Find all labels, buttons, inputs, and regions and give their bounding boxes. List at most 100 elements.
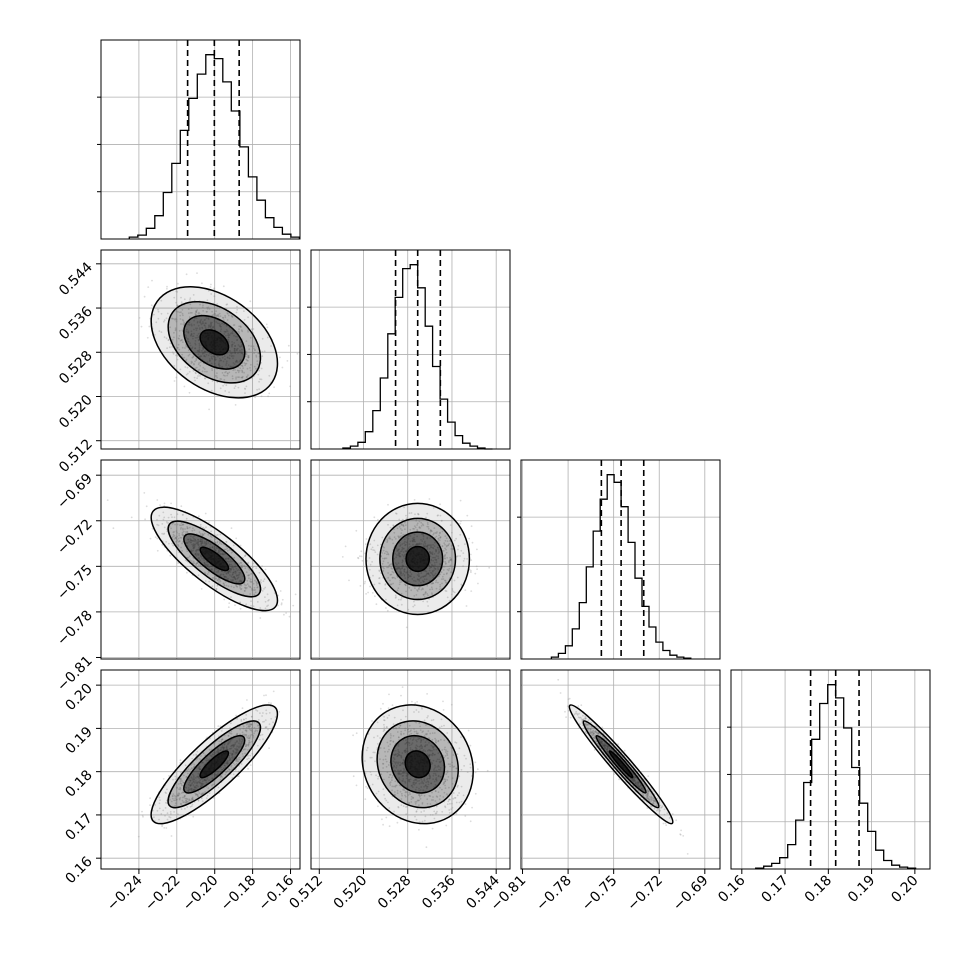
sample-point — [443, 709, 445, 711]
sample-point — [201, 588, 203, 590]
sample-point — [265, 694, 267, 696]
sample-point — [476, 566, 478, 568]
sample-point — [217, 725, 219, 727]
sample-point — [359, 555, 361, 557]
sample-point — [107, 499, 109, 501]
sample-point — [389, 825, 391, 827]
sample-point — [149, 797, 151, 799]
sample-point — [367, 592, 369, 594]
sample-point — [429, 498, 431, 500]
sample-point — [171, 835, 173, 837]
sample-point — [365, 543, 367, 545]
sample-point — [470, 559, 472, 561]
sample-point — [365, 593, 367, 595]
sample-point — [235, 404, 237, 406]
sample-point — [361, 556, 363, 558]
sample-point — [380, 708, 382, 710]
sample-point — [414, 702, 416, 704]
sample-point — [231, 527, 233, 529]
sample-point — [367, 787, 369, 789]
sample-point — [250, 764, 252, 766]
hist-frame-1 — [311, 250, 510, 449]
sample-point — [254, 397, 256, 399]
sample-point — [385, 607, 387, 609]
sample-point — [267, 327, 269, 329]
sample-point — [189, 392, 191, 394]
sample-point — [475, 772, 477, 774]
sample-point — [364, 583, 366, 585]
sample-point — [476, 568, 478, 570]
hist-frame-3 — [731, 670, 930, 869]
panel-inner-3-1 — [311, 670, 510, 869]
sample-point — [281, 602, 283, 604]
sample-point — [464, 815, 466, 817]
sample-point — [283, 614, 285, 616]
sample-point — [377, 519, 379, 521]
hist-panel-3 — [727, 670, 930, 869]
panel-3-1 — [311, 670, 510, 869]
sample-point — [246, 699, 248, 701]
sample-point — [366, 538, 368, 540]
sample-point — [617, 743, 619, 745]
sample-point — [287, 360, 289, 362]
sample-point — [279, 357, 281, 359]
sample-point — [184, 386, 186, 388]
sample-point — [282, 599, 284, 601]
sample-point — [348, 580, 350, 582]
sample-point — [468, 730, 470, 732]
sample-point — [223, 285, 225, 287]
sample-point — [177, 283, 179, 285]
hist-panel-2 — [517, 460, 720, 659]
sample-point — [342, 556, 344, 558]
sample-point — [362, 560, 364, 562]
hist-grid-0 — [97, 40, 300, 239]
sample-point — [240, 608, 242, 610]
sample-point — [235, 715, 237, 717]
sample-point — [113, 527, 115, 529]
sample-point — [249, 300, 251, 302]
sample-point — [466, 515, 468, 517]
sample-point — [470, 820, 472, 822]
panel-inner-3-0 — [101, 670, 312, 869]
sample-point — [400, 695, 402, 697]
sample-point — [356, 785, 358, 787]
sample-point — [268, 393, 270, 395]
sample-point — [364, 798, 366, 800]
sample-point — [234, 604, 236, 606]
sample-point — [353, 775, 355, 777]
sample-point — [163, 778, 165, 780]
sample-point — [451, 704, 453, 706]
sample-point — [186, 572, 188, 574]
sample-point — [665, 824, 667, 826]
sample-point — [373, 516, 375, 518]
sample-point — [159, 504, 161, 506]
sample-point — [464, 589, 466, 591]
sample-point — [282, 367, 284, 369]
sample-point — [487, 770, 489, 772]
sample-point — [465, 803, 467, 805]
sample-point — [297, 353, 299, 355]
sample-point — [141, 326, 143, 328]
panel-2-0 — [101, 460, 300, 659]
sample-point — [210, 284, 212, 286]
sample-point — [392, 704, 394, 706]
sample-point — [161, 825, 163, 827]
sample-point — [148, 326, 150, 328]
sample-point — [192, 816, 194, 818]
sample-point — [471, 807, 473, 809]
sample-point — [259, 617, 261, 619]
sample-point — [345, 546, 347, 548]
sample-point — [567, 705, 569, 707]
sample-point — [557, 679, 559, 681]
sample-point — [474, 573, 476, 575]
sample-point — [228, 602, 230, 604]
sample-point — [445, 825, 447, 827]
sample-point — [261, 565, 263, 567]
panel-inner-2-1 — [311, 460, 510, 659]
sample-point — [273, 691, 275, 693]
panel-inner-3-2 — [521, 670, 720, 869]
sample-point — [170, 503, 172, 505]
sample-point — [385, 817, 387, 819]
sample-point — [150, 538, 152, 540]
sample-point — [151, 304, 153, 306]
